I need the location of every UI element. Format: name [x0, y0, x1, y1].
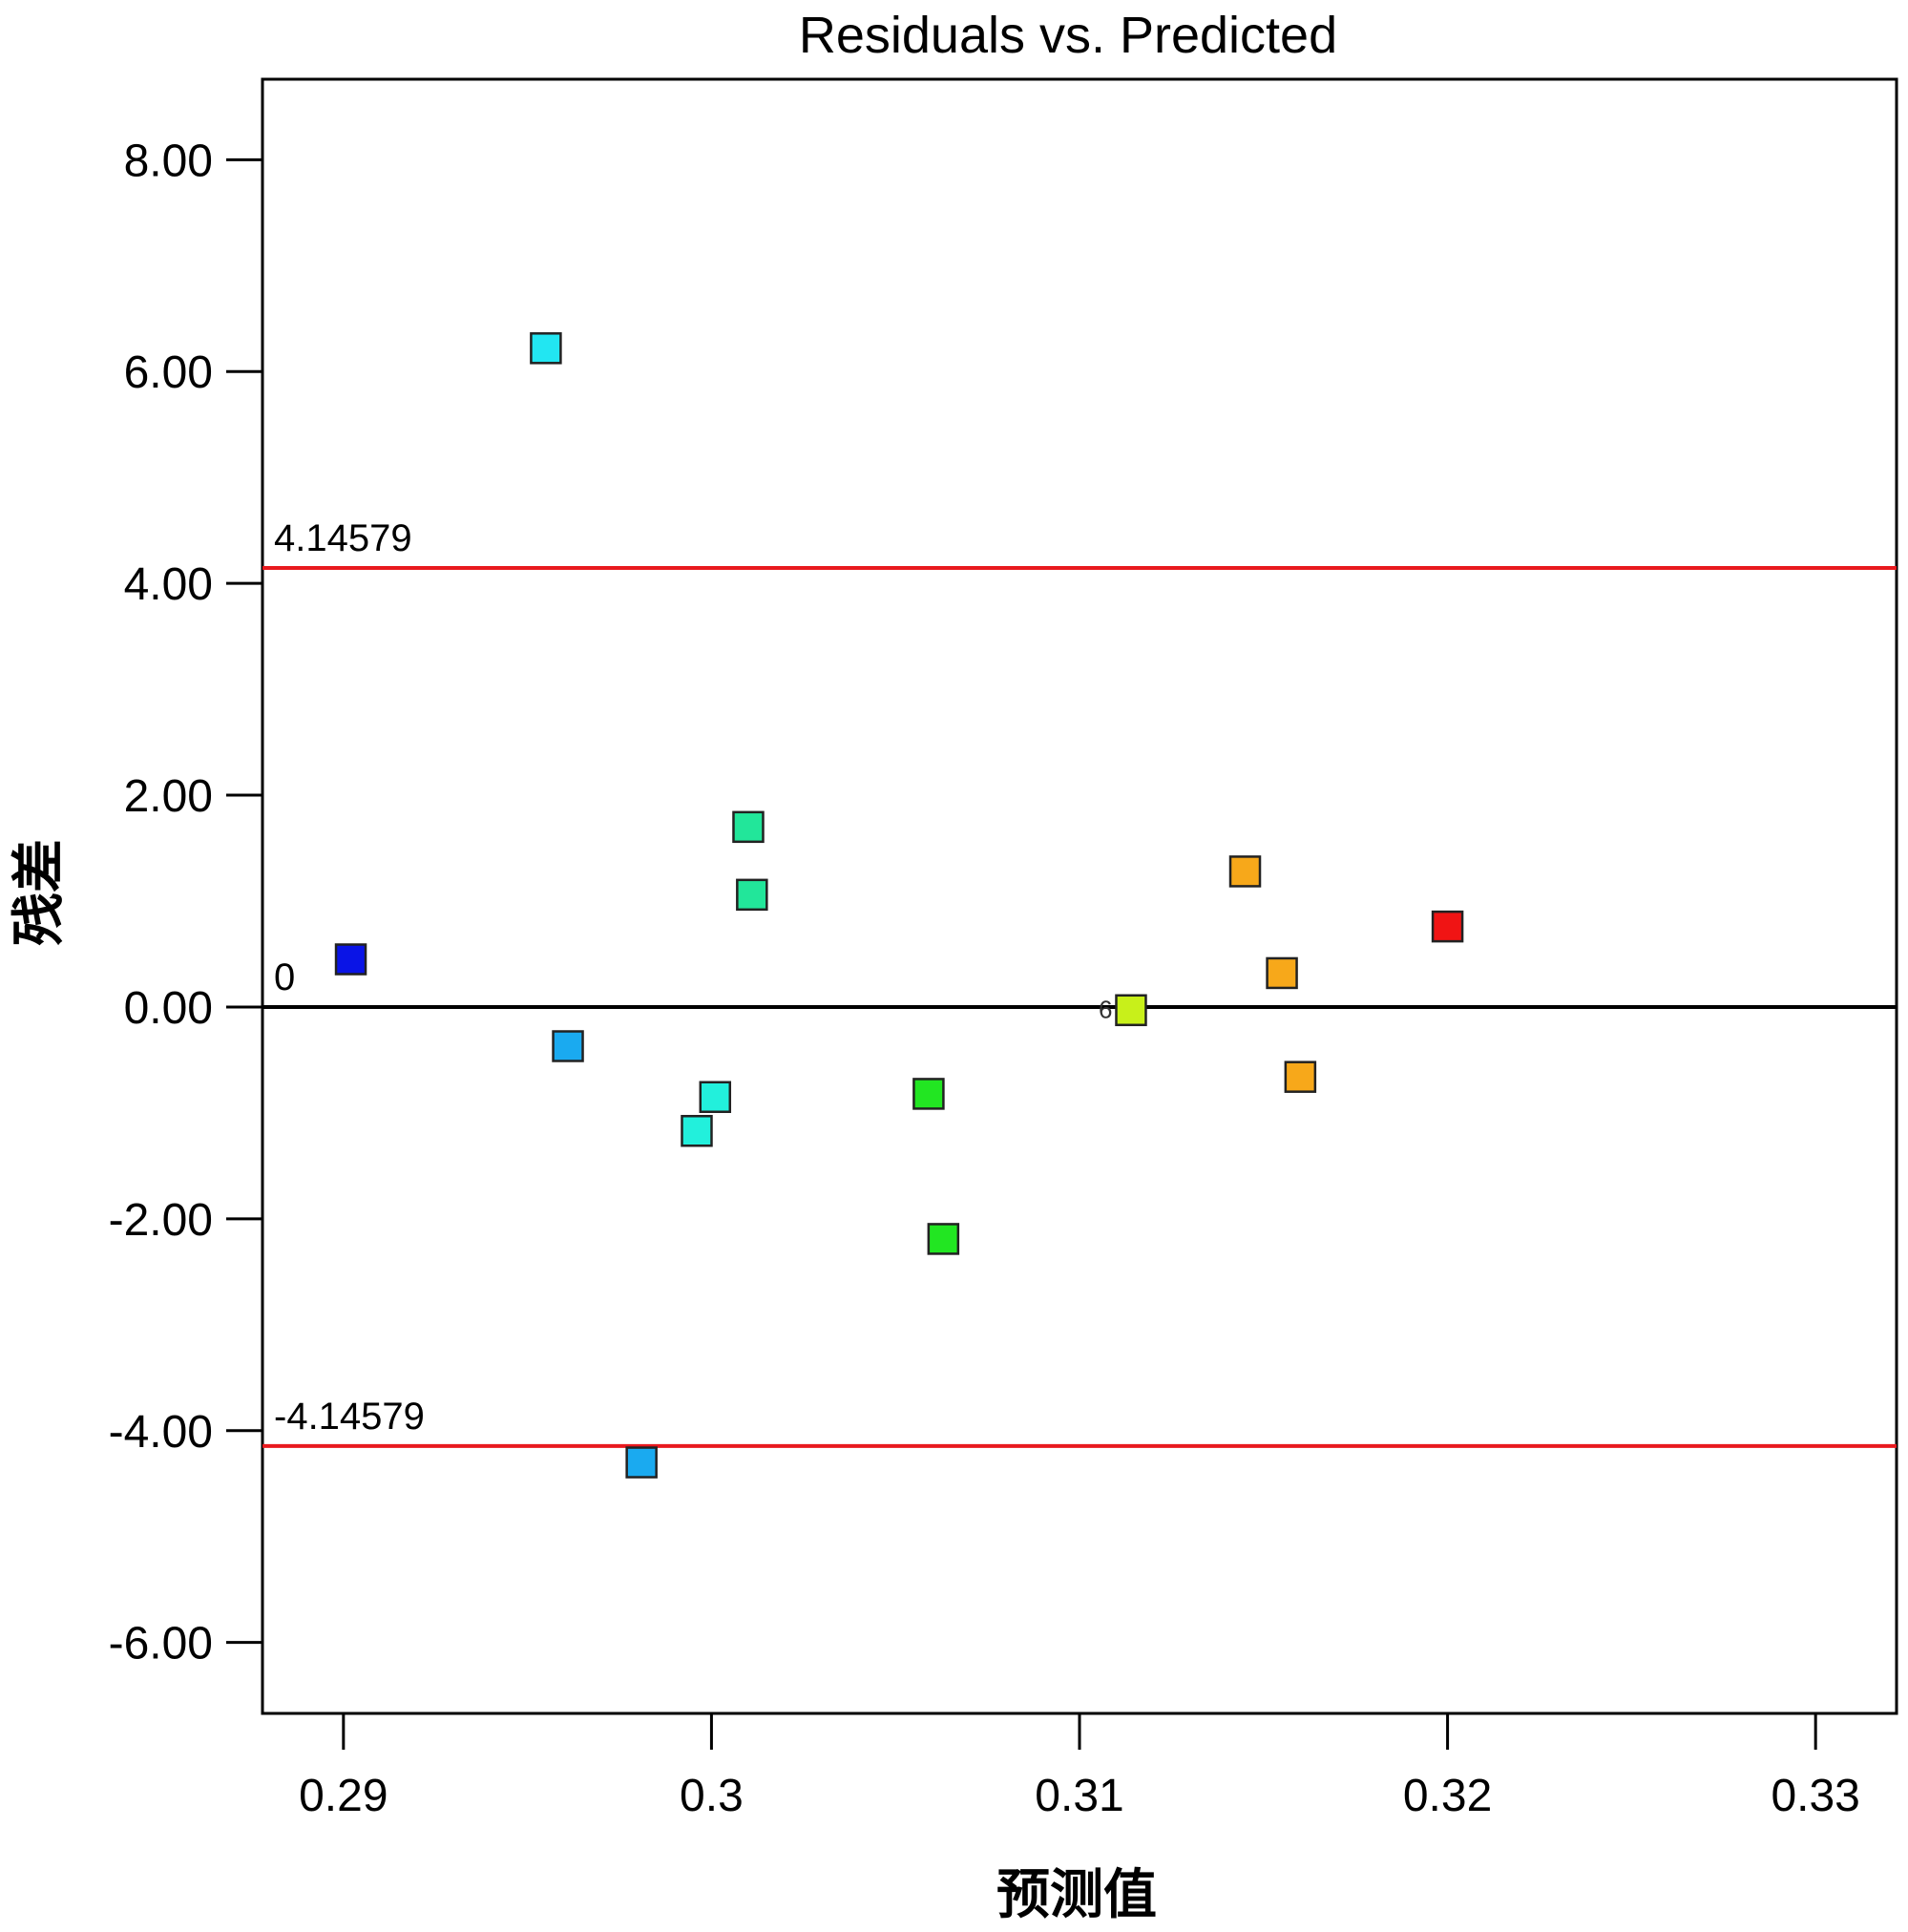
data-point-label: 6 — [1099, 995, 1112, 1023]
y-tick-label: -2.00 — [109, 1195, 213, 1246]
data-point — [1266, 956, 1298, 990]
upper-limit-label: 4.14579 — [274, 517, 412, 559]
y-tick-label: 6.00 — [124, 347, 213, 398]
data-point — [1284, 1060, 1317, 1093]
data-point — [552, 1030, 584, 1062]
data-point — [1431, 910, 1464, 943]
data-point — [732, 810, 765, 844]
lower-limit-label: -4.14579 — [274, 1396, 425, 1438]
x-tick-label: 0.33 — [1771, 1771, 1859, 1821]
y-axis-label: 残差 — [9, 839, 71, 946]
y-tick-label: 2.00 — [124, 771, 213, 822]
data-point — [681, 1115, 713, 1147]
data-point — [1228, 855, 1262, 888]
plot-area-frame — [261, 77, 1898, 1715]
chart-title: Residuals vs. Predicted — [799, 7, 1337, 64]
data-point — [334, 943, 367, 976]
data-point — [927, 1223, 960, 1255]
y-tick-label: 0.00 — [124, 983, 213, 1034]
data-point — [736, 878, 768, 912]
zero-line-label: 0 — [274, 956, 295, 998]
data-point — [625, 1446, 658, 1479]
data-point — [1115, 994, 1147, 1027]
x-axis-label: 预测值 — [996, 1864, 1157, 1926]
data-point — [699, 1081, 732, 1114]
y-tick-label: -6.00 — [109, 1619, 213, 1670]
data-point — [530, 332, 562, 365]
x-tick-label: 0.31 — [1035, 1771, 1123, 1821]
data-point — [912, 1078, 945, 1110]
y-tick-label: -4.00 — [109, 1407, 213, 1458]
x-tick-label: 0.29 — [299, 1771, 388, 1821]
y-tick-label: 4.00 — [124, 559, 213, 610]
x-tick-label: 0.3 — [680, 1771, 744, 1821]
x-tick-label: 0.32 — [1403, 1771, 1492, 1821]
y-tick-label: 8.00 — [124, 136, 213, 186]
